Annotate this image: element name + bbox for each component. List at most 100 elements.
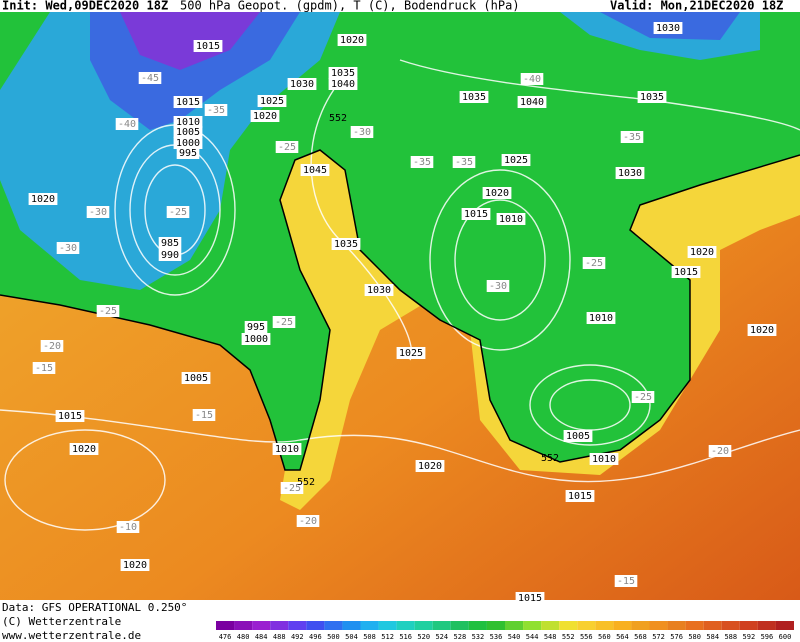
pressure-label: 1020 bbox=[253, 111, 277, 122]
pressure-label-box bbox=[615, 167, 645, 179]
color-scale-label: 536 bbox=[490, 633, 503, 641]
color-swatch bbox=[757, 621, 776, 630]
temperature-label-box bbox=[32, 362, 56, 374]
pressure-label-box bbox=[55, 410, 85, 422]
temperature-label-box bbox=[272, 316, 296, 328]
valid-time: Valid: Mon,21DEC2020 18Z bbox=[610, 0, 783, 13]
pressure-label: 1035 bbox=[462, 92, 486, 103]
pressure-label: 1020 bbox=[418, 461, 442, 472]
temperature-label-box bbox=[192, 409, 216, 421]
pressure-label-box bbox=[515, 592, 545, 604]
color-scale-label: 476 bbox=[219, 633, 232, 641]
color-scale-label: 564 bbox=[616, 633, 629, 641]
pressure-label-box bbox=[328, 78, 358, 90]
pressure-label-box bbox=[173, 137, 203, 149]
temperature-label: -30 bbox=[353, 127, 371, 138]
pressure-label: 1045 bbox=[303, 165, 327, 176]
pressure-label: 1015 bbox=[196, 41, 220, 52]
color-swatch bbox=[685, 621, 704, 630]
pressure-label-box bbox=[337, 34, 367, 46]
pressure-label-box bbox=[173, 116, 203, 128]
temperature-label-box bbox=[631, 391, 655, 403]
temperature-label-box bbox=[40, 340, 64, 352]
map-labels: 1015 1020 1030 1035 1040 1030 1025 1020 1015 1010… bbox=[28, 22, 777, 604]
pressure-label: 1005 bbox=[176, 127, 200, 138]
pressure-label: 1010 bbox=[589, 313, 613, 324]
color-swatch bbox=[649, 621, 668, 630]
pressure-label-box bbox=[501, 154, 531, 166]
temperature-label-box bbox=[166, 206, 190, 218]
pressure-label-box bbox=[671, 266, 701, 278]
temperature-label: -15 bbox=[35, 363, 53, 374]
pressure-label: 1000 bbox=[176, 138, 200, 149]
temperature-label-box bbox=[86, 206, 110, 218]
color-scale-label: 600 bbox=[779, 633, 792, 641]
temperature-label: -45 bbox=[141, 73, 159, 84]
pressure-label-box bbox=[586, 312, 616, 324]
color-scale-label: 552 bbox=[562, 633, 575, 641]
pressure-label: 1005 bbox=[184, 373, 208, 384]
map-background bbox=[0, 12, 800, 600]
temperature-label: -25 bbox=[99, 306, 117, 317]
pressure-label-box bbox=[28, 193, 58, 205]
pressure-label-box bbox=[364, 284, 394, 296]
height-label: 552 bbox=[297, 477, 315, 488]
pressure-label-box bbox=[241, 333, 271, 345]
temperature-label: -40 bbox=[523, 74, 541, 85]
color-scale-label: 588 bbox=[724, 633, 737, 641]
color-swatch bbox=[631, 621, 650, 630]
color-scale-label: 500 bbox=[327, 633, 340, 641]
pressure-label-box bbox=[158, 237, 182, 249]
pressure-label-box bbox=[257, 95, 287, 107]
height-label: 552 bbox=[329, 113, 347, 124]
temperature-label-box bbox=[96, 305, 120, 317]
temperature-label: -25 bbox=[585, 258, 603, 269]
pressure-label: 1040 bbox=[331, 79, 355, 90]
pressure-label: 1020 bbox=[31, 194, 55, 205]
pressure-label-box bbox=[653, 22, 683, 34]
pressure-label: 1020 bbox=[72, 444, 96, 455]
pressure-label-box bbox=[415, 460, 445, 472]
temperature-label-box bbox=[582, 257, 606, 269]
temperature-label: -20 bbox=[711, 446, 729, 457]
pressure-label-box bbox=[244, 321, 268, 333]
color-swatch bbox=[270, 621, 289, 630]
color-scale-label: 596 bbox=[761, 633, 774, 641]
copyright: (C) Wetterzentrale bbox=[2, 615, 121, 628]
color-scale-label: 520 bbox=[417, 633, 430, 641]
temperature-label: -25 bbox=[278, 142, 296, 153]
pressure-label: 1020 bbox=[690, 247, 714, 258]
pressure-label: 1015 bbox=[518, 593, 542, 604]
color-scale-label: 544 bbox=[526, 633, 539, 641]
pressure-label: 1035 bbox=[334, 239, 358, 250]
pressure-label: 1030 bbox=[290, 79, 314, 90]
color-scale-label: 488 bbox=[273, 633, 286, 641]
pressure-label: 990 bbox=[161, 250, 179, 261]
pressure-label: 1030 bbox=[656, 23, 680, 34]
temperature-label-box bbox=[520, 73, 544, 85]
temperature-label: -35 bbox=[207, 105, 225, 116]
temperature-label: -25 bbox=[275, 317, 293, 328]
color-scale-label: 524 bbox=[435, 633, 448, 641]
temperature-label: -35 bbox=[623, 132, 641, 143]
pressure-label: 1015 bbox=[568, 491, 592, 502]
pressure-label-box bbox=[181, 372, 211, 384]
temperature-label-box bbox=[452, 156, 476, 168]
temperature-label: -10 bbox=[119, 522, 137, 533]
pressure-label-box bbox=[461, 208, 491, 220]
color-swatch bbox=[396, 621, 415, 630]
color-swatch bbox=[541, 621, 560, 630]
website: www.wetterzentrale.de bbox=[2, 629, 141, 642]
color-scale-label: 548 bbox=[544, 633, 557, 641]
color-swatch bbox=[523, 621, 542, 630]
temperature-label-box bbox=[296, 515, 320, 527]
temperature-label-box bbox=[115, 118, 139, 130]
color-swatch bbox=[306, 621, 325, 630]
data-source: Data: GFS OPERATIONAL 0.250° bbox=[2, 601, 187, 614]
pressure-label-box bbox=[482, 187, 512, 199]
pressure-label: 1025 bbox=[399, 348, 423, 359]
pressure-label: 1020 bbox=[485, 188, 509, 199]
pressure-label-box bbox=[173, 96, 203, 108]
temperature-label: -25 bbox=[634, 392, 652, 403]
color-scale: 476 480 484 488 492 496 500 504 508 512 516 520 524 5… bbox=[216, 621, 794, 641]
